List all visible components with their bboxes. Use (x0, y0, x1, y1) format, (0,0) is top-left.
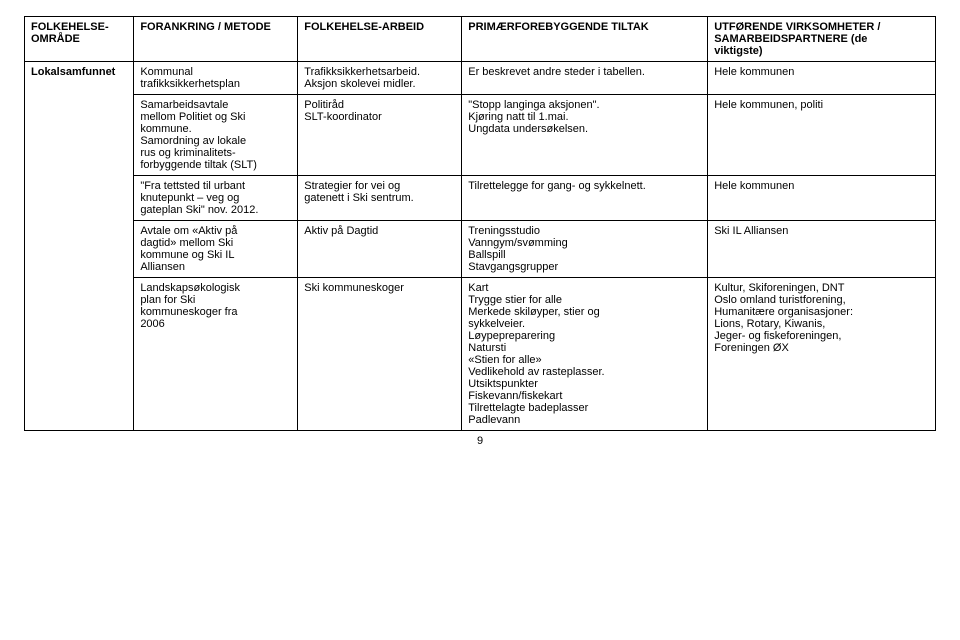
page-number: 9 (24, 435, 936, 447)
col-header-forankring: FORANKRING / METODE (134, 17, 298, 62)
table-row: Lokalsamfunnet Kommunaltrafikksikkerhets… (25, 62, 936, 95)
col-header-omrade: FOLKEHELSE-OMRÅDE (25, 17, 134, 62)
table-row: Avtale om «Aktiv pådagtid» mellom Skikom… (25, 221, 936, 278)
col-header-folkehelse-arbeid: FOLKEHELSE-ARBEID (298, 17, 462, 62)
cell-forankring: Samarbeidsavtalemellom Politiet og Skiko… (134, 95, 298, 176)
table-row: Landskapsøkologiskplan for Skikommunesko… (25, 278, 936, 431)
col-header-virksomheter: UTFØRENDE VIRKSOMHETER /SAMARBEIDSPARTNE… (708, 17, 936, 62)
cell-virksomheter: Hele kommunen (708, 176, 936, 221)
cell-arbeid: Trafikksikkerhetsarbeid.Aksjon skolevei … (298, 62, 462, 95)
cell-tiltak: KartTrygge stier for alleMerkede skiløyp… (462, 278, 708, 431)
cell-virksomheter: Kultur, Skiforeningen, DNTOslo omland tu… (708, 278, 936, 431)
cell-tiltak: Tilrettelegge for gang- og sykkelnett. (462, 176, 708, 221)
cell-forankring: "Fra tettsted til urbantknutepunkt – veg… (134, 176, 298, 221)
col-header-tiltak: PRIMÆRFOREBYGGENDE TILTAK (462, 17, 708, 62)
cell-arbeid: Aktiv på Dagtid (298, 221, 462, 278)
cell-tiltak: TreningsstudioVanngym/svømmingBallspillS… (462, 221, 708, 278)
cell-arbeid: PolitirådSLT-koordinator (298, 95, 462, 176)
table-header-row: FOLKEHELSE-OMRÅDE FORANKRING / METODE FO… (25, 17, 936, 62)
cell-virksomheter: Hele kommunen (708, 62, 936, 95)
document-page: FOLKEHELSE-OMRÅDE FORANKRING / METODE FO… (0, 0, 960, 455)
folkehelse-table: FOLKEHELSE-OMRÅDE FORANKRING / METODE FO… (24, 16, 936, 431)
cell-omrade: Lokalsamfunnet (25, 62, 134, 431)
cell-tiltak: "Stopp langinga aksjonen".Kjøring natt t… (462, 95, 708, 176)
cell-tiltak: Er beskrevet andre steder i tabellen. (462, 62, 708, 95)
table-body: Lokalsamfunnet Kommunaltrafikksikkerhets… (25, 62, 936, 431)
table-row: "Fra tettsted til urbantknutepunkt – veg… (25, 176, 936, 221)
cell-forankring: Avtale om «Aktiv pådagtid» mellom Skikom… (134, 221, 298, 278)
table-row: Samarbeidsavtalemellom Politiet og Skiko… (25, 95, 936, 176)
cell-forankring: Landskapsøkologiskplan for Skikommunesko… (134, 278, 298, 431)
cell-virksomheter: Hele kommunen, politi (708, 95, 936, 176)
cell-arbeid: Strategier for vei oggatenett i Ski sent… (298, 176, 462, 221)
cell-virksomheter: Ski IL Alliansen (708, 221, 936, 278)
cell-forankring: Kommunaltrafikksikkerhetsplan (134, 62, 298, 95)
cell-arbeid: Ski kommuneskoger (298, 278, 462, 431)
